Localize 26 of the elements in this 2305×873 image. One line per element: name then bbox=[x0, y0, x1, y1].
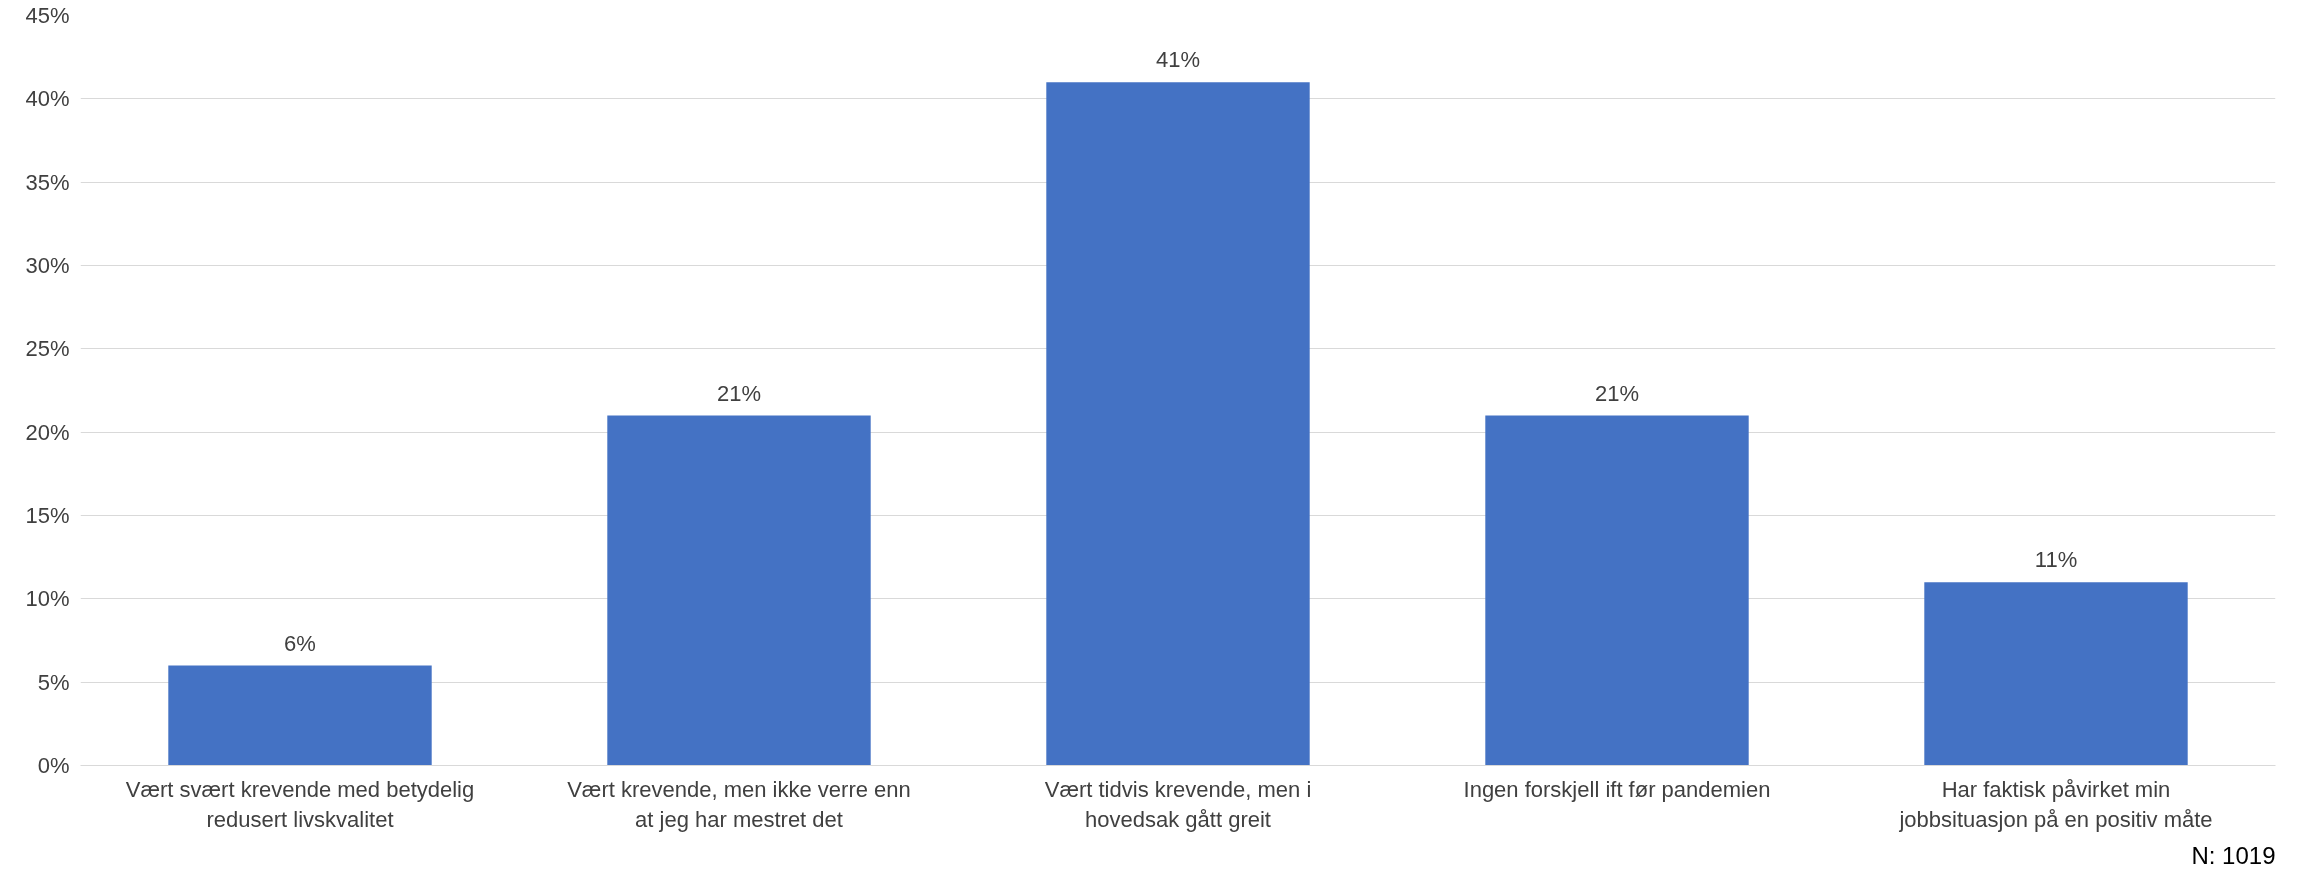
y-tick-label: 25% bbox=[25, 336, 70, 362]
data-label: 11% bbox=[2034, 547, 2078, 573]
bar bbox=[1485, 415, 1749, 766]
x-tick-label: Ingen forskjell ift før pandemien bbox=[1463, 776, 1771, 802]
y-tick-label: 15% bbox=[25, 503, 70, 528]
data-label: 21% bbox=[716, 380, 762, 406]
y-tick-label: 20% bbox=[25, 419, 70, 445]
text: N: 1019 bbox=[2191, 841, 2276, 869]
y-tick-label: 45% bbox=[25, 3, 70, 28]
data-label: 41% bbox=[1155, 47, 1201, 73]
bar bbox=[1046, 82, 1310, 766]
bar bbox=[1924, 582, 2188, 766]
y-tick-label: 10% bbox=[25, 586, 70, 612]
data-label: 6% bbox=[284, 630, 316, 656]
x-tick-label: Har faktisk påvirket min jobbsituasjon på en positiv måte bbox=[1898, 776, 2213, 832]
y-tick-label: 35% bbox=[25, 169, 70, 195]
data-label: 21% bbox=[1594, 380, 1640, 406]
x-tick-label: Vært svært krevende med betydelig redusert livskvalitet bbox=[125, 776, 475, 832]
y-tick-label: 40% bbox=[25, 86, 70, 112]
y-tick-label: 30% bbox=[25, 253, 70, 278]
bar bbox=[168, 665, 432, 766]
bar bbox=[607, 415, 871, 766]
x-tick-label: Vært tidvis krevende, men i hovedsak gått greit bbox=[1044, 776, 1312, 832]
y-tick-label: 0% bbox=[37, 753, 70, 778]
x-tick-label: Vært krevende, men ikke verre enn at jeg har mestret det bbox=[567, 776, 911, 832]
y-tick-label: 5% bbox=[37, 669, 70, 695]
